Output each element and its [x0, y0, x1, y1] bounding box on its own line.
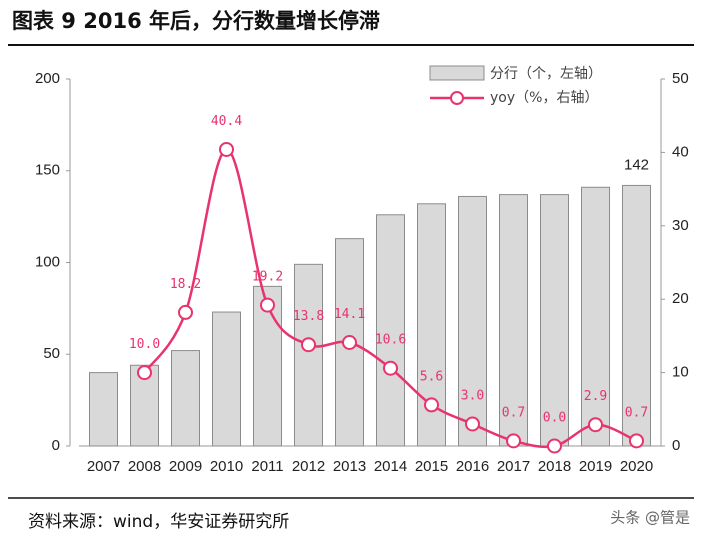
y2-tick-label: 10	[672, 364, 689, 381]
yoy-marker	[178, 304, 193, 320]
bar	[294, 263, 323, 447]
yoy-value-label: 5.6	[420, 369, 443, 384]
y-tick-label: 150	[35, 162, 60, 179]
bar	[253, 285, 282, 447]
yoy-value-label: 3.0	[461, 388, 484, 403]
bar	[540, 194, 569, 447]
yoy-marker	[506, 433, 521, 449]
yoy-marker	[301, 337, 316, 353]
bar	[622, 184, 651, 447]
x-tick-label: 2010	[210, 458, 243, 475]
x-tick-label: 2019	[579, 458, 612, 475]
x-tick-label: 2018	[538, 458, 571, 475]
yoy-value-label: 19.2	[252, 270, 283, 285]
bar	[89, 372, 118, 447]
x-tick-label: 2013	[333, 458, 366, 475]
yoy-value-label: 0.7	[502, 405, 525, 420]
x-tick-label: 2009	[169, 458, 202, 475]
x-tick-label: 2008	[128, 458, 161, 475]
yoy-value-label: 18.2	[170, 277, 201, 292]
watermark: 头条 @管是	[610, 509, 690, 527]
x-tick-label: 2020	[620, 458, 653, 475]
y2-tick-label: 40	[672, 143, 689, 160]
y2-tick-label: 0	[672, 437, 680, 454]
legend-bar-swatch	[429, 65, 485, 81]
legend-marker	[450, 91, 464, 105]
chart-title: 图表 9 2016 年后，分行数量增长停滞	[12, 9, 380, 33]
bar-value-label: 142	[624, 156, 649, 173]
yoy-marker	[260, 297, 275, 313]
yoy-value-label: 2.9	[584, 389, 607, 404]
legend-label: yoy（%，右轴）	[490, 90, 598, 106]
x-tick-label: 2011	[251, 458, 283, 475]
yoy-marker	[547, 438, 562, 454]
bar	[581, 186, 610, 447]
bar	[130, 364, 159, 447]
source: 资料来源：wind，华安证券研究所	[28, 512, 289, 532]
x-tick-label: 2007	[87, 458, 120, 475]
yoy-marker	[465, 416, 480, 432]
bar	[376, 214, 405, 447]
yoy-marker	[219, 141, 234, 157]
bar	[499, 194, 528, 447]
y2-tick-label: 20	[672, 290, 689, 307]
x-tick-label: 2014	[374, 458, 407, 475]
x-tick-label: 2017	[497, 458, 530, 475]
yoy-marker	[424, 397, 439, 413]
y-tick-label: 0	[52, 437, 60, 454]
bar	[212, 311, 241, 447]
yoy-value-label: 0.7	[625, 405, 648, 420]
bar	[171, 350, 200, 447]
x-tick-label: 2016	[456, 458, 489, 475]
x-tick-label: 2015	[415, 458, 448, 475]
y2-tick-label: 30	[672, 217, 689, 234]
yoy-value-label: 10.0	[129, 337, 160, 352]
yoy-value-label: 14.1	[334, 307, 365, 322]
y2-tick-label: 50	[672, 70, 689, 87]
yoy-value-label: 40.4	[211, 114, 242, 129]
yoy-marker	[383, 360, 398, 376]
yoy-value-label: 10.6	[375, 333, 406, 348]
y-tick-label: 50	[43, 345, 60, 362]
yoy-marker	[342, 335, 357, 351]
y-tick-label: 100	[35, 253, 60, 270]
yoy-marker	[588, 417, 603, 433]
x-tick-label: 2012	[292, 458, 325, 475]
yoy-value-label: 13.8	[293, 309, 324, 324]
yoy-marker	[137, 365, 152, 381]
yoy-value-label: 0.0	[543, 411, 566, 426]
legend-label: 分行（个，左轴）	[490, 66, 602, 82]
yoy-marker	[629, 433, 644, 449]
y-tick-label: 200	[35, 70, 60, 87]
bar	[458, 195, 487, 447]
